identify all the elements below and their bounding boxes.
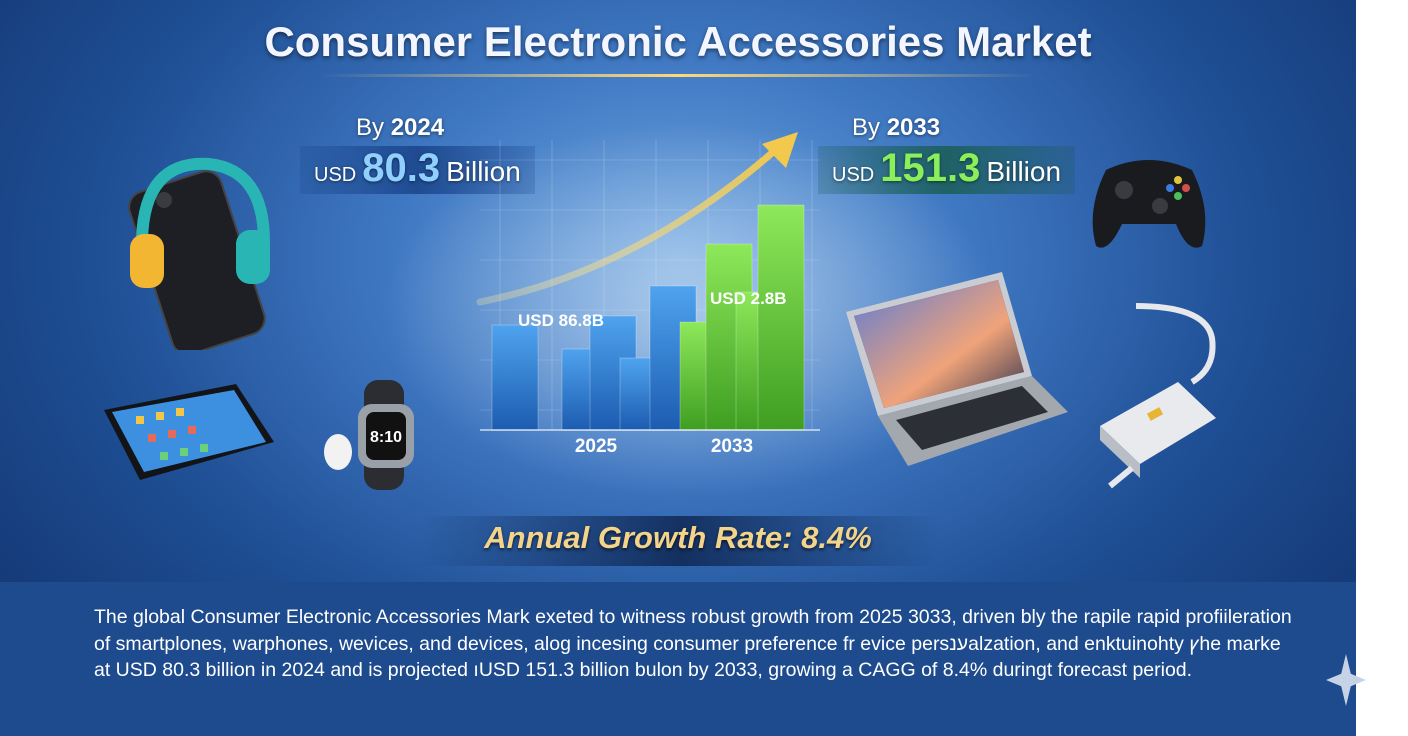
x-tick-label-2025: 2025 — [575, 436, 618, 457]
bar-annotation-right: USD 2.8B — [710, 289, 787, 308]
title-underline — [320, 74, 1036, 77]
right-value-band: USD 151.3 Billion — [818, 146, 1076, 194]
description-box — [0, 582, 1356, 736]
bar-blue-1 — [491, 324, 539, 431]
description-text: The global Consumer Electronic Accessori… — [94, 606, 1292, 681]
smartwatch-icon: 8:10 — [324, 380, 414, 490]
right-by: By — [852, 114, 881, 141]
left-unit: Billion — [446, 156, 521, 187]
growth-rate-band — [420, 516, 940, 566]
page-title: Consumer Electronic Accessories Market — [264, 18, 1092, 65]
annual-growth-rate: Annual Growth Rate: 8.4% — [484, 520, 872, 555]
right-year: 2033 — [886, 114, 941, 141]
growth-bar-chart: USD 86.8B USD 2.8B 2025 2033 — [476, 132, 820, 457]
trend-arrowhead — [762, 132, 798, 168]
right-year-label: By 2033 — [852, 114, 940, 142]
x-tick-label-2033: 2033 — [711, 436, 753, 457]
right-value: 151.3 — [880, 146, 981, 190]
charger-adapter-icon — [1100, 303, 1216, 489]
right-currency: USD — [832, 164, 875, 186]
left-year: 2024 — [390, 114, 445, 141]
chart-bars — [491, 204, 805, 431]
left-currency: USD — [314, 164, 357, 186]
left-year-label: By 2024 — [356, 114, 444, 142]
tablet-icon — [104, 384, 274, 480]
laptop-icon — [846, 272, 1068, 466]
game-controller-icon — [1092, 160, 1206, 248]
smartphone-headphones-icon — [128, 157, 270, 350]
right-unit: Billion — [986, 156, 1062, 187]
bar-annotation-left: USD 86.8B — [518, 311, 604, 330]
left-by: By — [356, 114, 385, 141]
svg-text:8:10: 8:10 — [370, 429, 402, 446]
left-value: 80.3 — [362, 146, 441, 190]
left-value-band: USD 80.3 Billion — [300, 146, 535, 194]
trend-arrow — [476, 142, 784, 306]
bar-green-4 — [757, 204, 805, 431]
